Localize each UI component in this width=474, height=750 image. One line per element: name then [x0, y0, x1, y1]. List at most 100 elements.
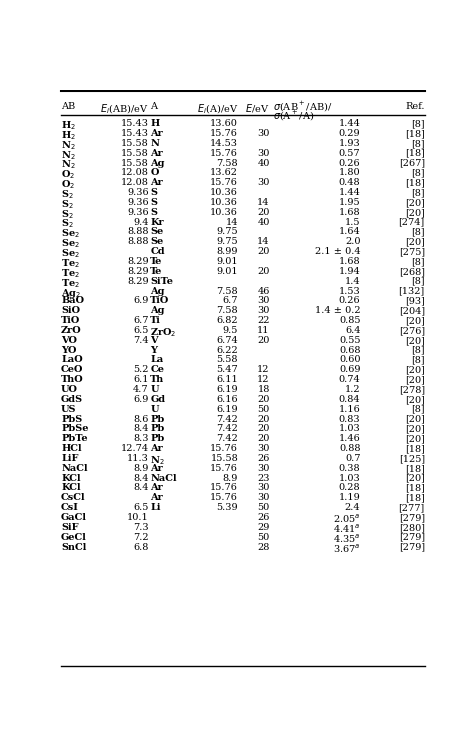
Text: 9.75: 9.75 — [217, 227, 238, 236]
Text: NaCl: NaCl — [150, 474, 177, 483]
Text: 6.11: 6.11 — [217, 375, 238, 384]
Text: KCl: KCl — [61, 484, 81, 493]
Text: 5.47: 5.47 — [217, 365, 238, 374]
Text: Th: Th — [150, 375, 164, 384]
Text: Ar: Ar — [150, 464, 163, 472]
Text: 0.28: 0.28 — [339, 484, 360, 493]
Text: 15.58: 15.58 — [121, 139, 148, 148]
Text: N$_2$: N$_2$ — [61, 158, 76, 171]
Text: 15.43: 15.43 — [120, 129, 148, 138]
Text: 6.16: 6.16 — [217, 394, 238, 404]
Text: 7.58: 7.58 — [217, 286, 238, 296]
Text: 20: 20 — [257, 424, 270, 433]
Text: 0.85: 0.85 — [339, 316, 360, 325]
Text: 1.19: 1.19 — [339, 494, 360, 502]
Text: Ref.: Ref. — [405, 102, 425, 111]
Text: [279]: [279] — [399, 542, 425, 551]
Text: 50: 50 — [257, 532, 270, 542]
Text: 2.1 ± 0.4: 2.1 ± 0.4 — [315, 248, 360, 256]
Text: S$_2$: S$_2$ — [61, 188, 74, 201]
Text: 4.35$^a$: 4.35$^a$ — [333, 532, 360, 545]
Text: [93]: [93] — [405, 296, 425, 305]
Text: 6.19: 6.19 — [217, 405, 238, 414]
Text: 22: 22 — [257, 316, 270, 325]
Text: 10.36: 10.36 — [210, 188, 238, 197]
Text: 1.46: 1.46 — [339, 434, 360, 443]
Text: 6.22: 6.22 — [217, 346, 238, 355]
Text: Ar: Ar — [150, 484, 163, 493]
Text: [20]: [20] — [405, 474, 425, 483]
Text: 5.2: 5.2 — [133, 365, 148, 374]
Text: [204]: [204] — [399, 306, 425, 315]
Text: 9.36: 9.36 — [127, 188, 148, 197]
Text: 20: 20 — [257, 208, 270, 217]
Text: H$_2$: H$_2$ — [61, 129, 76, 142]
Text: GeCl: GeCl — [61, 532, 87, 542]
Text: 8.88: 8.88 — [127, 227, 148, 236]
Text: 15.43: 15.43 — [120, 119, 148, 128]
Text: 50: 50 — [257, 503, 270, 512]
Text: LaO: LaO — [61, 356, 82, 364]
Text: [277]: [277] — [399, 503, 425, 512]
Text: 0.60: 0.60 — [339, 356, 360, 364]
Text: ZrO$_2$: ZrO$_2$ — [150, 326, 177, 339]
Text: [8]: [8] — [411, 257, 425, 266]
Text: 5.58: 5.58 — [217, 356, 238, 364]
Text: ThO: ThO — [61, 375, 84, 384]
Text: CsI: CsI — [61, 503, 79, 512]
Text: Se: Se — [150, 227, 164, 236]
Text: SiF: SiF — [61, 523, 79, 532]
Text: 23: 23 — [257, 474, 270, 483]
Text: 14: 14 — [226, 217, 238, 226]
Text: $E_i$(A)/eV: $E_i$(A)/eV — [197, 102, 238, 116]
Text: 6.19: 6.19 — [217, 385, 238, 394]
Text: [280]: [280] — [399, 523, 425, 532]
Text: $E_i$(AB)/eV: $E_i$(AB)/eV — [100, 102, 148, 116]
Text: Se$_2$: Se$_2$ — [61, 227, 80, 240]
Text: 9.4: 9.4 — [133, 217, 148, 226]
Text: 8.9: 8.9 — [223, 474, 238, 483]
Text: Ag$_2$: Ag$_2$ — [61, 286, 81, 299]
Text: 7.58: 7.58 — [217, 158, 238, 167]
Text: 8.6: 8.6 — [133, 415, 148, 424]
Text: PbTe: PbTe — [61, 434, 88, 443]
Text: 0.83: 0.83 — [339, 415, 360, 424]
Text: 7.2: 7.2 — [133, 532, 148, 542]
Text: 7.3: 7.3 — [133, 523, 148, 532]
Text: 10.36: 10.36 — [210, 208, 238, 217]
Text: 30: 30 — [257, 129, 270, 138]
Text: Ce: Ce — [150, 365, 164, 374]
Text: [18]: [18] — [405, 464, 425, 472]
Text: 15.76: 15.76 — [210, 494, 238, 502]
Text: 7.58: 7.58 — [217, 306, 238, 315]
Text: Cd: Cd — [150, 248, 165, 256]
Text: 20: 20 — [257, 248, 270, 256]
Text: [18]: [18] — [405, 178, 425, 188]
Text: 6.82: 6.82 — [217, 316, 238, 325]
Text: Ti: Ti — [150, 316, 161, 325]
Text: 40: 40 — [257, 217, 270, 226]
Text: 6.4: 6.4 — [345, 326, 360, 335]
Text: O$_2$: O$_2$ — [61, 178, 75, 191]
Text: V: V — [150, 336, 158, 345]
Text: 12: 12 — [257, 375, 270, 384]
Text: YO: YO — [61, 346, 76, 355]
Text: Te$_2$: Te$_2$ — [61, 257, 80, 270]
Text: [274]: [274] — [399, 217, 425, 226]
Text: S: S — [150, 198, 157, 207]
Text: 1.16: 1.16 — [339, 405, 360, 414]
Text: [8]: [8] — [411, 227, 425, 236]
Text: S: S — [150, 208, 157, 217]
Text: 0.74: 0.74 — [339, 375, 360, 384]
Text: [279]: [279] — [399, 513, 425, 522]
Text: Kr: Kr — [150, 217, 164, 226]
Text: 30: 30 — [257, 494, 270, 502]
Text: SnCl: SnCl — [61, 542, 86, 551]
Text: CsCl: CsCl — [61, 494, 86, 502]
Text: BaO: BaO — [61, 296, 84, 305]
Text: [8]: [8] — [411, 346, 425, 355]
Text: 4.41$^a$: 4.41$^a$ — [333, 523, 360, 536]
Text: UO: UO — [61, 385, 78, 394]
Text: 6.1: 6.1 — [133, 375, 148, 384]
Text: [20]: [20] — [405, 198, 425, 207]
